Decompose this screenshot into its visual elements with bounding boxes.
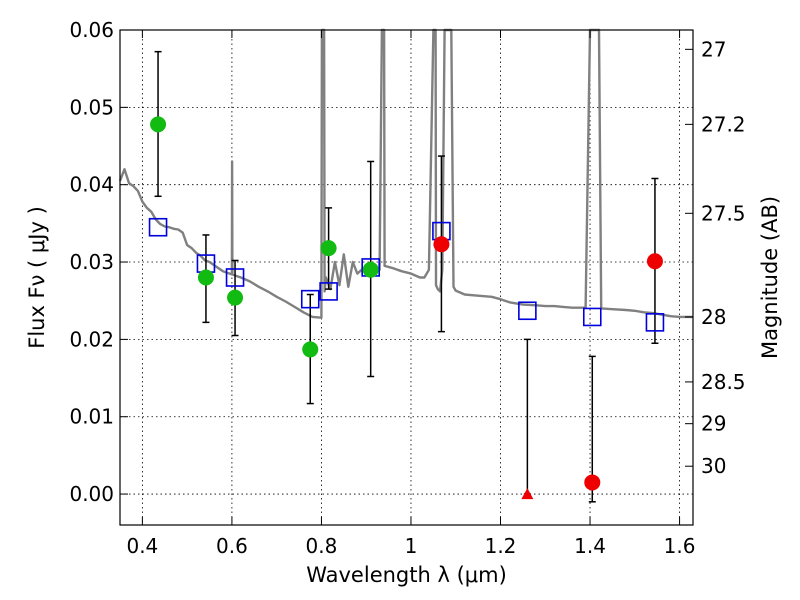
x-axis-label: Wavelength λ (μm) bbox=[306, 563, 507, 587]
y2-tick-label: 30 bbox=[701, 454, 726, 478]
model-point bbox=[582, 307, 602, 327]
y2-tick-label: 27 bbox=[701, 37, 726, 61]
y-tick-label: 0.01 bbox=[69, 405, 114, 429]
plot-frame bbox=[119, 29, 694, 526]
x-tick-label: 1.4 bbox=[574, 534, 606, 558]
optical-point bbox=[302, 341, 319, 358]
errorbar-layer bbox=[154, 50, 659, 503]
model-point bbox=[300, 289, 320, 309]
nir-point bbox=[584, 474, 601, 491]
y-tick-label: 0.00 bbox=[69, 482, 114, 506]
y2-tick-label: 27.2 bbox=[701, 112, 746, 136]
x-tick-label: 0.6 bbox=[216, 534, 248, 558]
y-tick-label: 0.06 bbox=[69, 18, 114, 42]
nir-point bbox=[433, 236, 450, 253]
y-tick-label: 0.04 bbox=[69, 173, 114, 197]
y-tick-label: 0.03 bbox=[69, 250, 114, 274]
optical-point bbox=[197, 269, 214, 286]
optical-point bbox=[320, 240, 337, 257]
nir-point bbox=[646, 253, 663, 270]
y2-axis-label: Magnitude (AB) bbox=[758, 196, 782, 359]
tick-layer: 0.4 0.6 0.8 1 1.2 1.4 1.6 0.00 0.01 0.02 0.03 0.04 0… bbox=[69, 18, 745, 558]
y-axis-label: Flux Fν ( μJy ) bbox=[25, 206, 49, 349]
y2-tick-label: 29 bbox=[701, 412, 726, 436]
y-tick-label: 0.05 bbox=[69, 95, 114, 119]
y-tick-label: 0.02 bbox=[69, 327, 114, 351]
observed-points-layer bbox=[150, 116, 663, 500]
y2-tick-label: 28.5 bbox=[701, 370, 746, 394]
x-tick-label: 1 bbox=[405, 534, 418, 558]
model-point bbox=[225, 268, 245, 287]
optical-point bbox=[362, 261, 379, 278]
y2-tick-label: 27.5 bbox=[701, 201, 746, 225]
x-tick-label: 0.8 bbox=[306, 534, 338, 558]
nir-upper-limit-marker bbox=[521, 488, 534, 500]
model-point bbox=[319, 282, 338, 301]
x-tick-label: 1.6 bbox=[664, 534, 696, 558]
x-tick-label: 0.4 bbox=[126, 534, 158, 558]
model-point bbox=[148, 217, 168, 237]
y2-tick-label: 28 bbox=[701, 305, 726, 329]
optical-point bbox=[150, 116, 167, 133]
model-point bbox=[518, 301, 537, 321]
model-point bbox=[645, 313, 665, 332]
optical-point bbox=[227, 289, 244, 306]
x-tick-label: 1.2 bbox=[485, 534, 517, 558]
